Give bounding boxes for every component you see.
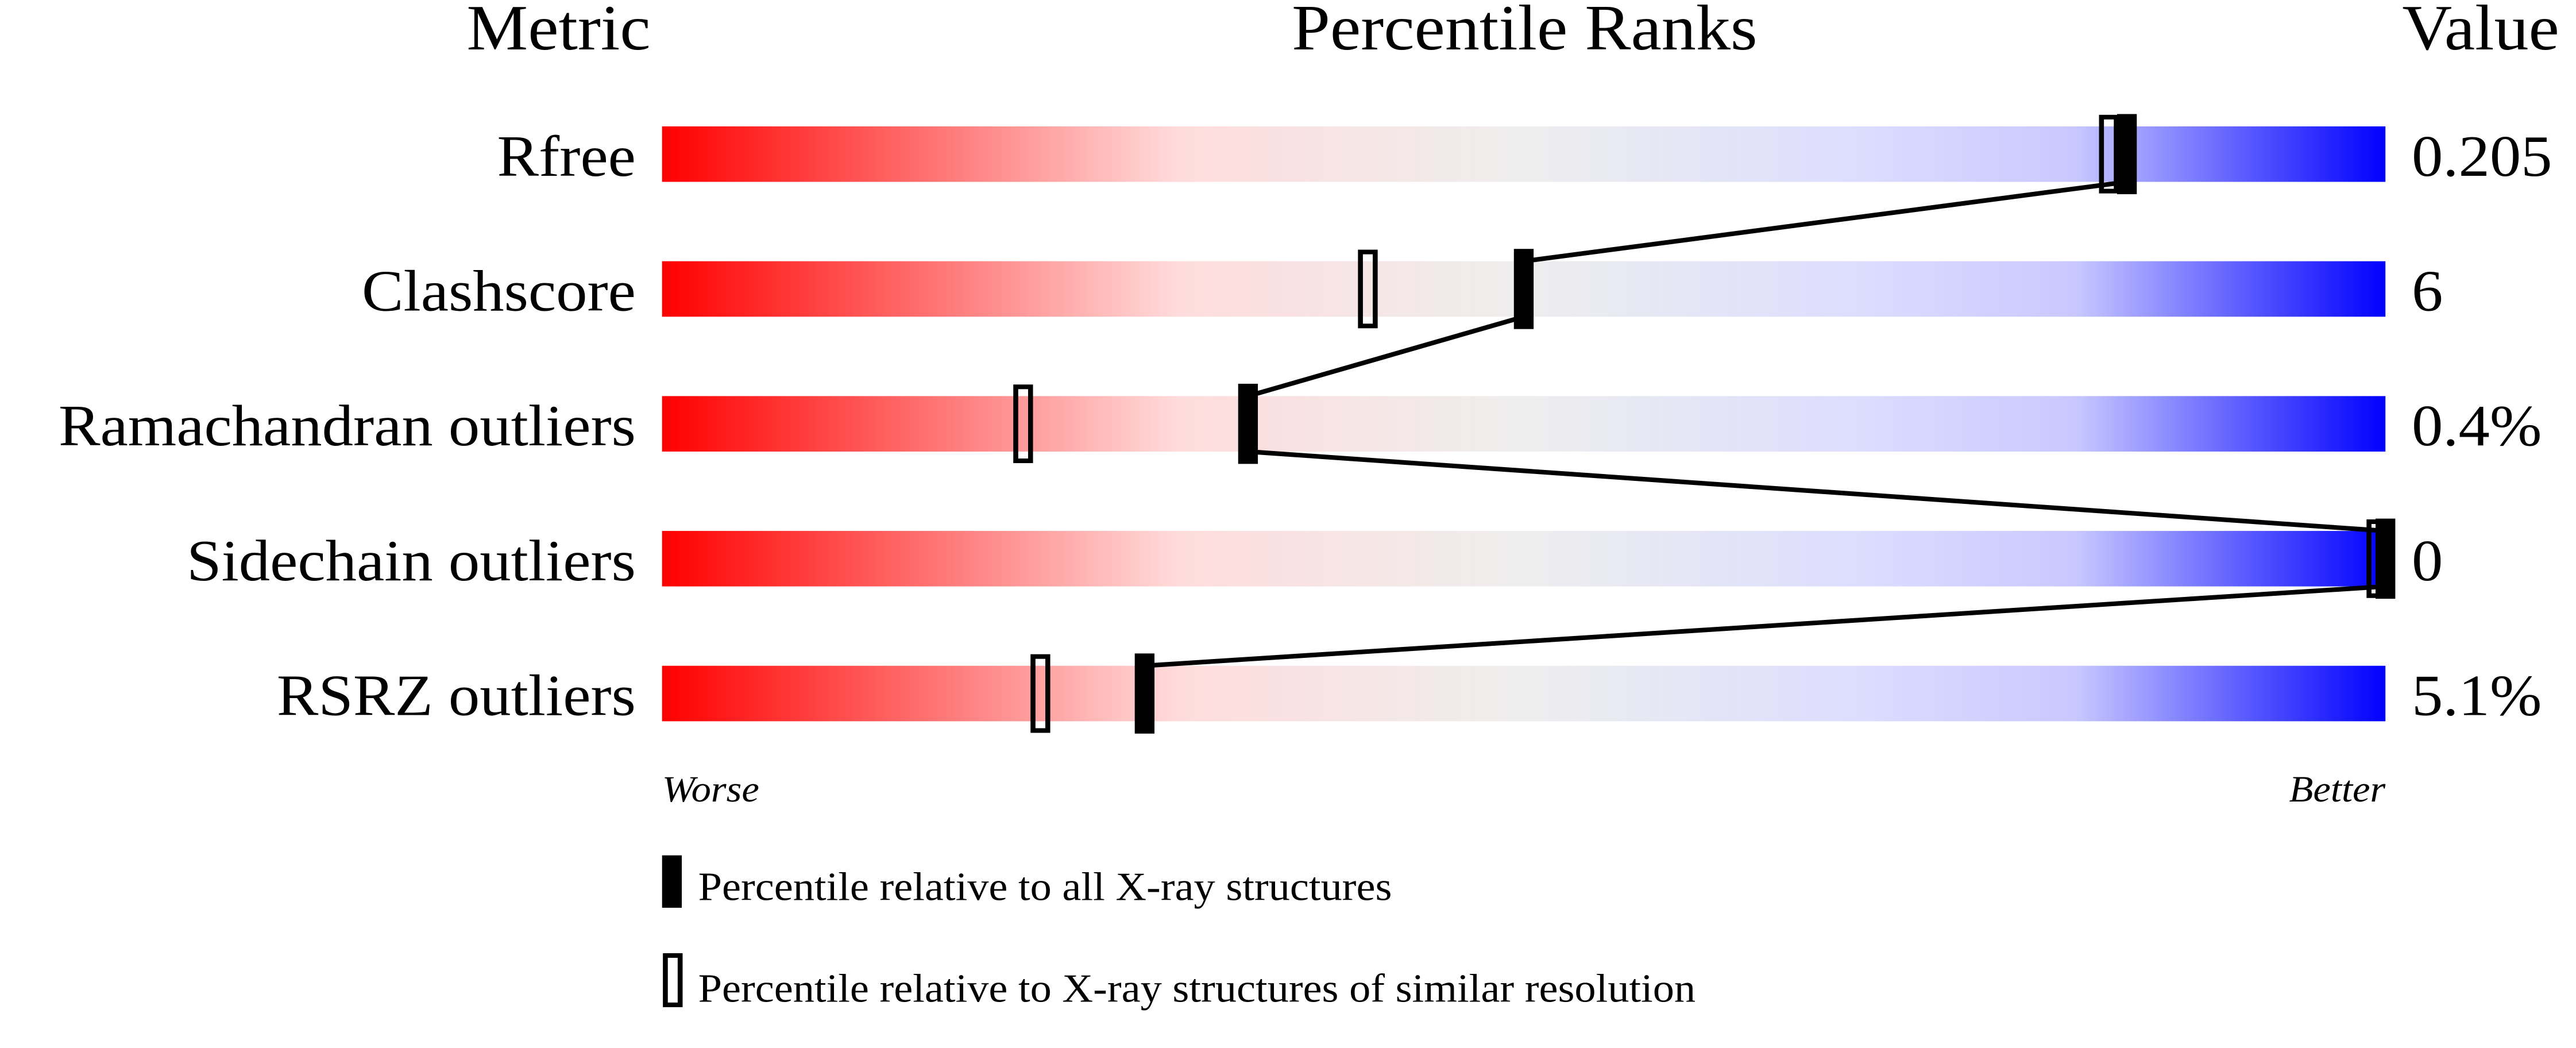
percentile-bar bbox=[662, 665, 2386, 722]
marker-similar-resolution bbox=[1358, 249, 1378, 329]
metric-value: 5.1% bbox=[2412, 663, 2542, 728]
header-value: Value bbox=[2402, 0, 2559, 64]
worse-label: Worse bbox=[662, 769, 759, 810]
connector-line bbox=[1523, 179, 2127, 264]
metric-label: Ramachandran outliers bbox=[59, 393, 636, 458]
legend-open-icon bbox=[663, 953, 683, 1007]
metric-label: Sidechain outliers bbox=[187, 528, 636, 593]
metric-value: 0.205 bbox=[2412, 124, 2552, 188]
legend-open-label: Percentile relative to X-ray structures … bbox=[698, 966, 1696, 1011]
percentile-bar bbox=[662, 126, 2386, 182]
metric-value: 6 bbox=[2412, 259, 2443, 323]
marker-similar-resolution bbox=[1013, 384, 1033, 464]
legend-filled-icon bbox=[662, 855, 682, 908]
percentile-bar bbox=[662, 396, 2386, 452]
metric-value: 0 bbox=[2412, 528, 2443, 593]
metric-label: RSRZ outliers bbox=[277, 663, 636, 728]
percentile-bar bbox=[662, 531, 2386, 587]
connector-line bbox=[1144, 584, 2386, 668]
metric-label: Clashscore bbox=[362, 259, 636, 323]
header-ranks: Percentile Ranks bbox=[1292, 0, 1758, 64]
metric-label: Rfree bbox=[497, 124, 636, 188]
legend-filled-label: Percentile relative to all X-ray structu… bbox=[698, 865, 1392, 909]
connector-line bbox=[1247, 314, 1525, 399]
header-metric: Metric bbox=[466, 0, 650, 64]
connector-line bbox=[1248, 449, 2386, 534]
better-label: Better bbox=[2289, 769, 2386, 810]
marker-similar-resolution bbox=[2099, 114, 2119, 194]
metric-value: 0.4% bbox=[2412, 393, 2542, 458]
marker-similar-resolution bbox=[1030, 654, 1051, 733]
